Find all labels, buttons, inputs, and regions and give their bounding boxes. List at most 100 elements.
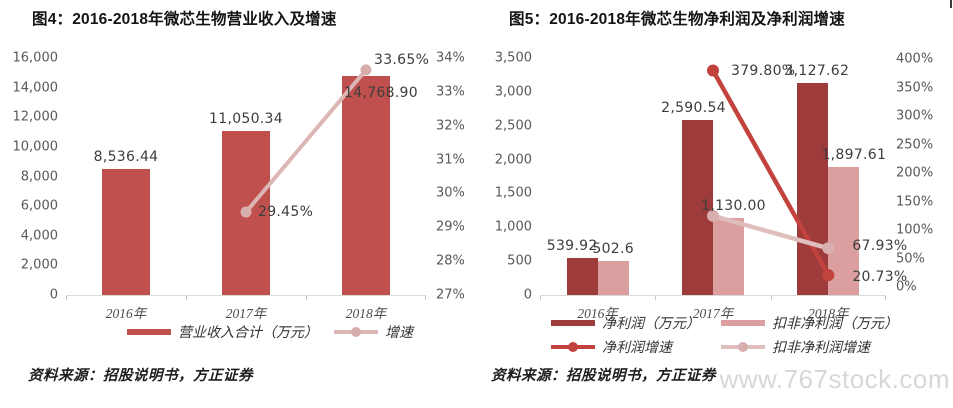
bar-value-label: 539.92	[546, 238, 598, 255]
legend-item: 增速	[334, 322, 413, 342]
y-axis-tick-left: 0	[49, 287, 58, 303]
legend-item: 净利润（万元）	[551, 313, 721, 333]
y-axis-tick-right: 100%	[896, 222, 934, 238]
y-axis-tick-right: 0%	[896, 279, 917, 295]
x-axis-category-label: 2018年	[345, 306, 387, 321]
data-bar	[713, 218, 744, 295]
y-axis-tick-right: 28%	[436, 253, 465, 269]
x-axis-category-label: 2016年	[577, 306, 618, 321]
data-bar	[342, 76, 390, 295]
y-axis-tick-left: 2,000	[20, 257, 58, 273]
screen-edge-artifact	[950, 0, 952, 8]
legend-bar-swatch	[127, 329, 171, 335]
bar-value-label: 2,590.54	[661, 99, 726, 116]
line-point-marker	[822, 242, 835, 255]
x-axis-tickmark	[306, 296, 307, 300]
trend-lines-layer	[240, 64, 372, 218]
y-axis-tick-left: 3,500	[494, 50, 532, 66]
y-axis-tick-left: 3,000	[494, 84, 532, 100]
x-axis-tickmark	[540, 296, 541, 300]
legend-label: 营业收入合计（万元）	[178, 326, 318, 341]
x-axis-tickmark	[885, 296, 886, 300]
data-bar	[682, 119, 713, 295]
legend-bar-swatch	[721, 320, 765, 326]
legend-label: 净利润增速	[602, 341, 672, 356]
y-axis-tick-left: 16,000	[12, 50, 59, 66]
chart-title-net-profit: 图5：2016-2018年微芯生物净利润及净利润增速	[509, 11, 845, 28]
legend-line-dot	[568, 342, 578, 352]
line-point-marker	[707, 209, 719, 222]
source-note: 资料来源：招股说明书，方正证券	[28, 368, 253, 384]
legend-line-swatch	[721, 342, 765, 353]
line-value-label: 67.93%	[852, 238, 908, 255]
legend-item: 营业收入合计（万元）	[127, 322, 318, 342]
trend-line	[712, 213, 829, 251]
x-axis-baseline	[540, 295, 886, 296]
data-bar	[797, 83, 829, 295]
bar-value-label: 8,536.44	[93, 148, 159, 165]
y-axis-tick-right: 200%	[896, 165, 934, 181]
data-bar	[597, 260, 629, 295]
x-axis-tickmark	[425, 296, 426, 300]
bar-value-label: 1,130.00	[701, 198, 766, 215]
y-axis-tick-right: 300%	[896, 108, 934, 124]
line-value-label: 379.80%	[731, 62, 796, 79]
bar-value-label: 14,768.90	[344, 85, 418, 102]
bar-value-label: 11,050.34	[209, 111, 283, 128]
y-axis-tick-left: 0	[523, 287, 532, 303]
x-axis-tickmark	[66, 296, 67, 300]
y-axis-tick-right: 250%	[896, 137, 934, 152]
watermark: www.767stock.com	[719, 364, 950, 394]
net-profit-chart-plot: 3,500 3,000 2,500 2,000 1,500 1,000 500 0 400% 35…	[495, 51, 933, 322]
x-axis-baseline	[66, 295, 426, 296]
y-axis-tick-left: 12,000	[12, 109, 59, 125]
bar-value-label: 502.6	[592, 240, 634, 257]
x-axis-tickmark	[655, 296, 657, 300]
y-axis-tick-right: 27%	[436, 287, 465, 303]
line-point-marker	[240, 206, 252, 218]
line-point-marker	[707, 64, 719, 77]
bar-value-label: 1,897.61	[821, 146, 887, 163]
legend-label: 增速	[385, 326, 413, 341]
x-axis-tickmark	[770, 296, 772, 300]
line-point-marker	[360, 64, 372, 76]
x-axis-category-label: 2018年	[808, 306, 849, 321]
x-axis-category-label: 2016年	[105, 306, 147, 321]
legend-line-dot	[738, 342, 748, 352]
y-axis-tick-left: 500	[507, 253, 532, 269]
y-axis-tick-right: 29%	[436, 219, 465, 235]
y-axis-tick-right: 31%	[436, 152, 465, 168]
trend-lines-layer	[707, 64, 835, 282]
y-axis-tick-right: 400%	[896, 51, 934, 67]
y-axis-tick-right: 34%	[436, 50, 465, 66]
line-point-marker	[822, 269, 835, 282]
line-value-label: 29.45%	[258, 204, 314, 221]
source-note: 资料来源：招股说明书，方正证券	[491, 368, 716, 384]
legend-line-swatch	[551, 342, 595, 353]
net-profit-chart-legend: 净利润（万元） 扣非净利润（万元） 净利润增速 扣非净利润增速	[551, 313, 951, 357]
line-value-label: 20.73%	[852, 269, 908, 286]
y-axis-tick-right: 32%	[436, 118, 465, 134]
y-axis-tick-left: 6,000	[20, 198, 58, 214]
y-axis-tick-right: 50%	[896, 251, 925, 266]
y-axis-tick-left: 10,000	[12, 139, 59, 155]
y-axis-tick-right: 33%	[436, 84, 465, 100]
y-axis-tick-right: 350%	[896, 80, 934, 95]
data-bar	[566, 258, 598, 295]
line-value-label: 33.65%	[374, 51, 430, 68]
legend-label: 扣非净利润（万元）	[772, 317, 898, 332]
legend-line-dot	[351, 327, 361, 337]
x-axis-category-label: 2017年	[225, 306, 267, 321]
data-bar	[102, 168, 150, 295]
legend-label: 扣非净利润增速	[772, 341, 870, 356]
legend-bar-swatch	[551, 320, 595, 326]
bar-value-label: 3,127.62	[784, 63, 850, 80]
y-axis-tick-left: 1,000	[494, 219, 532, 235]
legend-item: 扣非净利润增速	[721, 337, 891, 357]
chart-panel-net-profit: 图5：2016-2018年微芯生物净利润及净利润增速 3,500 3,000 2,5…	[477, 0, 953, 408]
chart-panel-revenue: 图4：2016-2018年微芯生物营业收入及增速 16,000 14,000 12,…	[0, 0, 476, 408]
legend-item: 净利润增速	[551, 337, 721, 357]
x-axis-category-label: 2017年	[692, 306, 734, 321]
y-axis-tick-right: 150%	[896, 194, 934, 209]
